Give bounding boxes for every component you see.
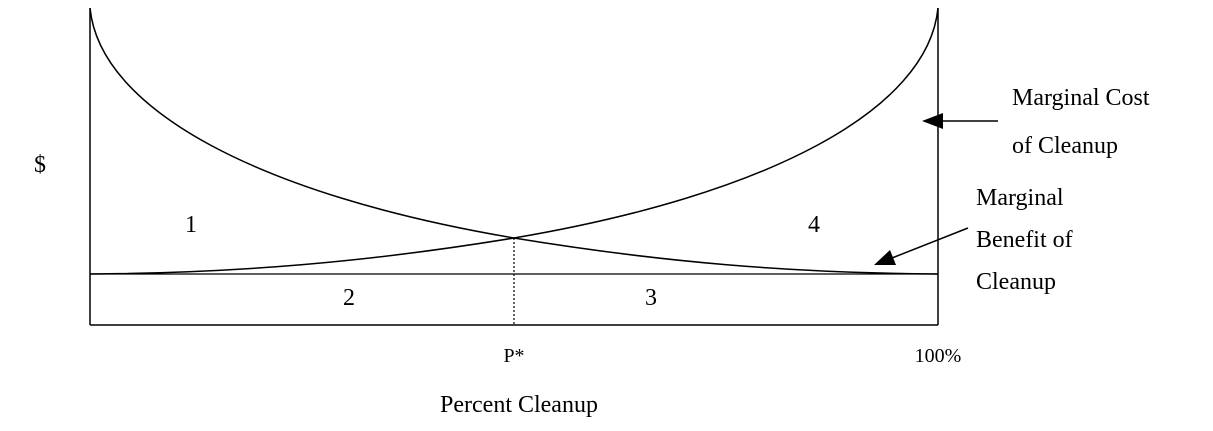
region-1-label: 1 bbox=[185, 212, 197, 238]
x-tick-max: 100% bbox=[915, 345, 962, 367]
marginal-benefit-arrow-head bbox=[874, 250, 896, 265]
marginal-benefit-label-line3: Cleanup bbox=[976, 269, 1056, 295]
region-2-label: 2 bbox=[343, 285, 355, 311]
marginal-cost-curve bbox=[89, 7, 939, 275]
marginal-cost-arrow-head bbox=[922, 113, 943, 129]
y-axis-label: $ bbox=[34, 152, 46, 178]
region-4-label: 4 bbox=[808, 212, 820, 238]
marginal-cost-label-line2: of Cleanup bbox=[1012, 133, 1118, 159]
region-3-label: 3 bbox=[645, 285, 657, 311]
x-axis-label: Percent Cleanup bbox=[440, 392, 598, 418]
marginal-benefit-label-line1: Marginal bbox=[976, 185, 1064, 211]
marginal-benefit-curve bbox=[89, 7, 939, 275]
marginal-benefit-label-line2: Benefit of bbox=[976, 227, 1073, 253]
marginal-benefit-arrow-shaft bbox=[891, 227, 969, 259]
x-tick-equilibrium: P* bbox=[503, 345, 524, 367]
marginal-cost-label-line1: Marginal Cost bbox=[1012, 85, 1150, 111]
